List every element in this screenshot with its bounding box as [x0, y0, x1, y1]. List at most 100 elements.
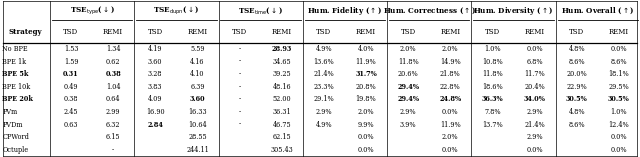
Text: 4.09: 4.09 — [148, 95, 163, 103]
Text: REMI: REMI — [271, 28, 292, 36]
Text: 7.8%: 7.8% — [484, 108, 500, 116]
Text: 305.43: 305.43 — [270, 146, 293, 154]
Text: 4.8%: 4.8% — [568, 45, 585, 53]
Text: 2.9%: 2.9% — [400, 108, 417, 116]
Text: PVDm: PVDm — [3, 121, 23, 129]
Text: 3.60: 3.60 — [148, 58, 163, 66]
Text: TSD: TSD — [316, 28, 332, 36]
Text: 0.62: 0.62 — [106, 58, 120, 66]
Text: 21.8%: 21.8% — [440, 70, 461, 78]
Text: 4.9%: 4.9% — [316, 121, 332, 129]
Text: No BPE: No BPE — [3, 45, 28, 53]
Text: 29.5%: 29.5% — [609, 83, 629, 91]
Text: TSD: TSD — [148, 28, 163, 36]
Text: REMI: REMI — [103, 28, 124, 36]
Text: 11.9%: 11.9% — [356, 58, 376, 66]
Text: 0.49: 0.49 — [64, 83, 78, 91]
Text: 3.83: 3.83 — [148, 83, 163, 91]
Text: 13.7%: 13.7% — [482, 121, 503, 129]
Text: 11.9%: 11.9% — [440, 121, 461, 129]
Text: 16.33: 16.33 — [188, 108, 207, 116]
Text: 24.8%: 24.8% — [439, 95, 461, 103]
Text: 10.8%: 10.8% — [482, 58, 503, 66]
Text: -: - — [239, 95, 241, 103]
Text: 12.4%: 12.4% — [609, 121, 629, 129]
Text: 11.8%: 11.8% — [482, 70, 503, 78]
Text: 2.0%: 2.0% — [400, 45, 417, 53]
Text: 21.4%: 21.4% — [314, 70, 334, 78]
Text: TSD: TSD — [569, 28, 584, 36]
Text: 18.1%: 18.1% — [609, 70, 629, 78]
Text: REMI: REMI — [609, 28, 629, 36]
Text: Strategy: Strategy — [8, 28, 42, 36]
Text: 29.4%: 29.4% — [397, 83, 419, 91]
Text: PVm: PVm — [3, 108, 18, 116]
Text: 6.32: 6.32 — [106, 121, 120, 129]
Text: 2.9%: 2.9% — [526, 133, 543, 141]
Text: 22.8%: 22.8% — [440, 83, 461, 91]
Text: 4.16: 4.16 — [190, 58, 205, 66]
Text: 9.9%: 9.9% — [358, 121, 374, 129]
Text: 48.16: 48.16 — [273, 83, 291, 91]
Text: 8.6%: 8.6% — [611, 58, 627, 66]
Text: 20.6%: 20.6% — [398, 70, 419, 78]
Text: TSE$_{\rm type}$($\downarrow$): TSE$_{\rm type}$($\downarrow$) — [70, 5, 115, 17]
Text: 5.59: 5.59 — [190, 45, 205, 53]
Text: 10.64: 10.64 — [188, 121, 207, 129]
Text: 6.15: 6.15 — [106, 133, 120, 141]
Text: 36.3%: 36.3% — [482, 95, 503, 103]
Text: 21.4%: 21.4% — [524, 121, 545, 129]
Text: 30.5%: 30.5% — [608, 95, 630, 103]
Text: 2.45: 2.45 — [64, 108, 78, 116]
Text: 36.31: 36.31 — [273, 108, 291, 116]
Text: TSD: TSD — [232, 28, 247, 36]
Text: 0.0%: 0.0% — [442, 108, 459, 116]
Text: 46.75: 46.75 — [273, 121, 291, 129]
Text: 3.9%: 3.9% — [400, 121, 417, 129]
Text: 2.99: 2.99 — [106, 108, 120, 116]
Text: 4.0%: 4.0% — [358, 45, 374, 53]
Text: 1.53: 1.53 — [64, 45, 78, 53]
Text: 8.6%: 8.6% — [568, 121, 585, 129]
Text: 23.3%: 23.3% — [314, 83, 334, 91]
Text: 0.0%: 0.0% — [358, 133, 374, 141]
Text: 16.90: 16.90 — [146, 108, 164, 116]
Text: 29.4%: 29.4% — [397, 95, 419, 103]
Text: 28.55: 28.55 — [188, 133, 207, 141]
Text: Octuple: Octuple — [3, 146, 29, 154]
Text: 1.04: 1.04 — [106, 83, 120, 91]
Text: 11.8%: 11.8% — [398, 58, 419, 66]
Text: 18.6%: 18.6% — [482, 83, 503, 91]
Text: 0.0%: 0.0% — [526, 45, 543, 53]
Text: TSD: TSD — [63, 28, 79, 36]
Text: 0.63: 0.63 — [64, 121, 78, 129]
Text: 1.59: 1.59 — [64, 58, 78, 66]
Text: 0.0%: 0.0% — [611, 133, 627, 141]
Text: 20.0%: 20.0% — [566, 70, 587, 78]
Text: 20.8%: 20.8% — [356, 83, 376, 91]
Text: 22.9%: 22.9% — [566, 83, 587, 91]
Text: TSD: TSD — [401, 28, 416, 36]
Text: Hum. Correctness ($\uparrow$): Hum. Correctness ($\uparrow$) — [383, 6, 476, 16]
Text: BPE 1k: BPE 1k — [3, 58, 27, 66]
Text: 8.6%: 8.6% — [568, 58, 585, 66]
Text: -: - — [239, 58, 241, 66]
Text: 39.25: 39.25 — [273, 70, 291, 78]
Text: 28.93: 28.93 — [271, 45, 292, 53]
Text: 29.1%: 29.1% — [314, 95, 334, 103]
Text: 0.0%: 0.0% — [611, 146, 627, 154]
Text: 1.0%: 1.0% — [484, 45, 500, 53]
Text: 2.0%: 2.0% — [442, 45, 459, 53]
Text: 6.39: 6.39 — [190, 83, 205, 91]
Text: 0.0%: 0.0% — [358, 146, 374, 154]
Text: CPWord: CPWord — [3, 133, 29, 141]
Text: 1.34: 1.34 — [106, 45, 120, 53]
Text: 14.9%: 14.9% — [440, 58, 461, 66]
Text: 0.0%: 0.0% — [611, 45, 627, 53]
Text: 52.00: 52.00 — [273, 95, 291, 103]
Text: -: - — [112, 146, 115, 154]
Text: 0.38: 0.38 — [64, 95, 78, 103]
Text: REMI: REMI — [356, 28, 376, 36]
Text: REMI: REMI — [440, 28, 460, 36]
Text: 2.84: 2.84 — [147, 121, 163, 129]
